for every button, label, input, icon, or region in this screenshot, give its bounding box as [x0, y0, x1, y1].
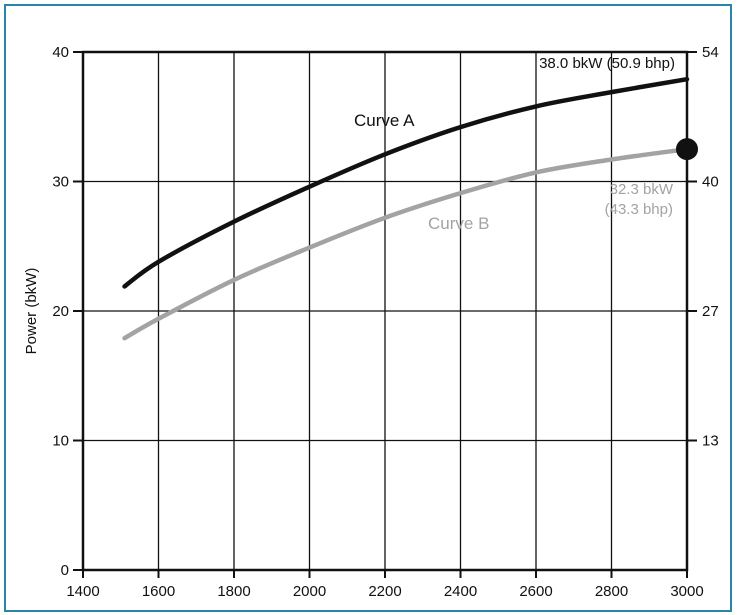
- curve-a-label: Curve A: [354, 111, 415, 130]
- y-tick-label: 10: [52, 433, 69, 450]
- annotation-curve-b: 32.3 bkW (43.3 bhp): [605, 181, 674, 218]
- power-curve-chart: 0 10 20 30 40 13 27 40 54 1400 1600 1800 2000 2200 240…: [23, 44, 719, 600]
- y-tick-label: 30: [52, 174, 69, 191]
- x-tick-label: 3000: [670, 583, 703, 600]
- x-tick-label: 1400: [66, 583, 99, 600]
- y-tick-label: 40: [52, 44, 69, 61]
- x-tick-label: 2800: [595, 583, 628, 600]
- x-tick-label: 2200: [368, 583, 401, 600]
- annotation-curve-b-line: 32.3 bkW: [610, 181, 674, 198]
- x-tick-label: 2400: [444, 583, 477, 600]
- axes: 0 10 20 30 40 13 27 40 54 1400 1600 1800 2000 2200 240…: [23, 44, 719, 600]
- series-line-curve-b: [122, 146, 690, 341]
- curve-b-label: Curve B: [428, 214, 489, 233]
- y-tick-label: 20: [52, 303, 69, 320]
- labels-group: Curve A Curve B 38.0 bkW (50.9 bhp) 32.3 bk…: [354, 55, 698, 233]
- annotation-curve-a: 38.0 bkW (50.9 bhp): [539, 55, 675, 72]
- annotation-curve-b-line: (43.3 bhp): [605, 201, 673, 218]
- series-group: [122, 76, 690, 341]
- y-axis-label: Power (bkW): [23, 268, 40, 355]
- grid: [83, 52, 687, 570]
- y2-tick-label: 27: [702, 303, 719, 320]
- series-line-curve-a: [122, 76, 690, 289]
- endpoint-marker: [676, 138, 698, 161]
- y2-tick-label: 54: [702, 44, 719, 61]
- y-tick-label: 0: [61, 562, 69, 579]
- x-tick-label: 2600: [519, 583, 552, 600]
- y2-tick-label: 13: [702, 433, 719, 450]
- y2-tick-label: 40: [702, 174, 719, 191]
- x-tick-label: 2000: [293, 583, 326, 600]
- x-tick-label: 1800: [217, 583, 250, 600]
- x-tick-label: 1600: [142, 583, 175, 600]
- chart-frame: 0 10 20 30 40 13 27 40 54 1400 1600 1800 2000 2200 240…: [4, 4, 732, 612]
